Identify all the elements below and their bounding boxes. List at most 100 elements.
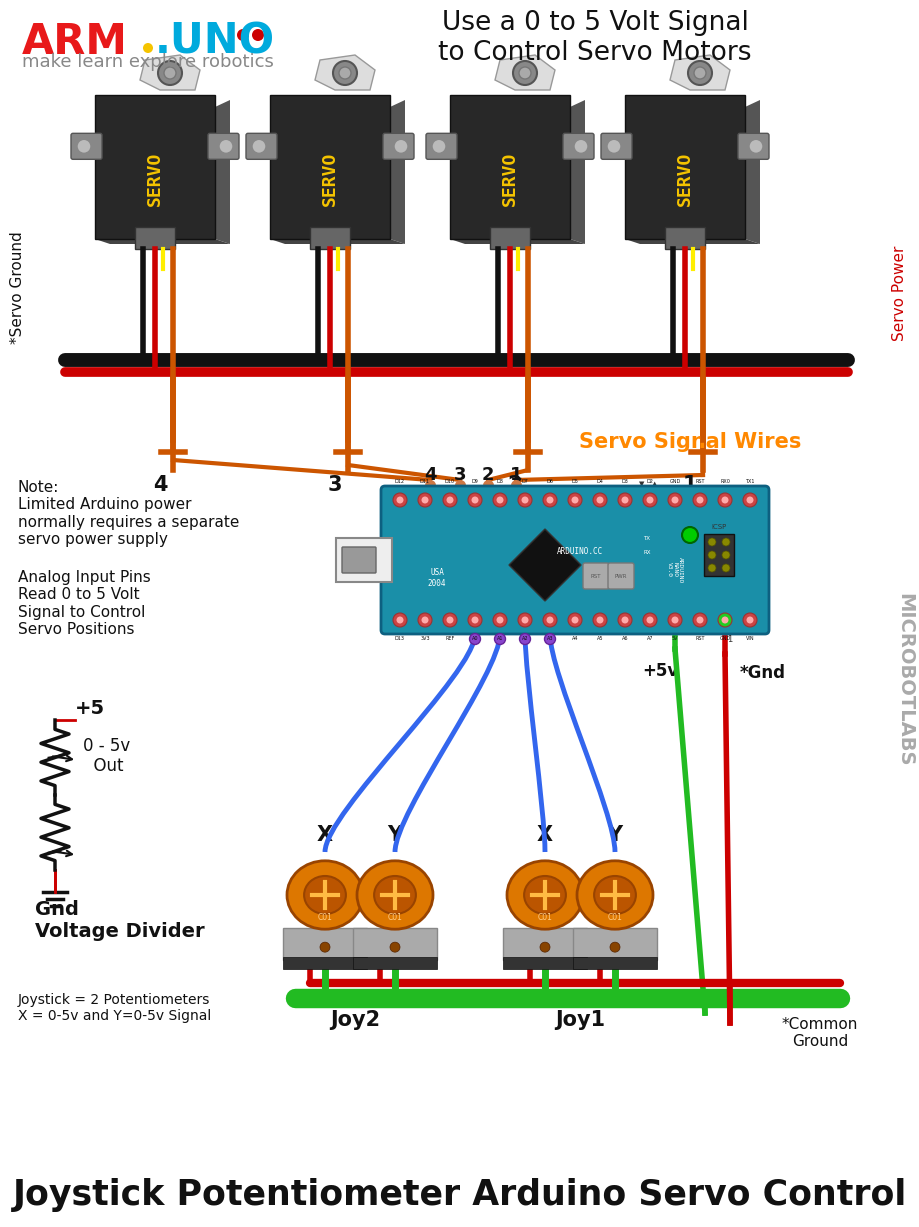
Polygon shape (95, 239, 230, 244)
Circle shape (621, 497, 628, 503)
Text: Note:
Limited Arduino power
normally requires a separate
servo power supply: Note: Limited Arduino power normally req… (18, 480, 239, 547)
Circle shape (596, 497, 603, 503)
Text: RX0: RX0 (720, 479, 729, 483)
Circle shape (164, 67, 176, 79)
Text: GND: GND (719, 636, 730, 640)
Circle shape (237, 29, 249, 40)
Circle shape (609, 942, 619, 952)
Text: ARDUINO
NANO
V3.0: ARDUINO NANO V3.0 (666, 557, 683, 583)
FancyBboxPatch shape (562, 134, 594, 160)
Text: 0 - 5v
  Out: 0 - 5v Out (83, 736, 130, 775)
Circle shape (743, 493, 756, 507)
Text: D12: D12 (394, 479, 404, 483)
Circle shape (687, 61, 711, 85)
Text: D8: D8 (496, 479, 503, 483)
Circle shape (571, 616, 578, 623)
Text: A4: A4 (571, 636, 578, 640)
Ellipse shape (304, 876, 346, 914)
Text: ARM: ARM (22, 21, 128, 63)
Text: A0: A0 (471, 636, 478, 640)
Circle shape (618, 614, 631, 627)
Text: 1: 1 (682, 475, 697, 494)
Circle shape (720, 497, 728, 503)
Text: Y: Y (607, 825, 622, 845)
Circle shape (443, 614, 457, 627)
Polygon shape (744, 99, 759, 244)
FancyBboxPatch shape (573, 957, 656, 969)
Text: 3: 3 (327, 475, 342, 494)
Circle shape (469, 633, 480, 644)
Circle shape (546, 497, 553, 503)
Text: D6: D6 (546, 479, 553, 483)
Circle shape (396, 616, 403, 623)
Circle shape (338, 67, 351, 79)
Circle shape (496, 497, 503, 503)
Circle shape (539, 942, 550, 952)
Text: Servo Power: Servo Power (891, 245, 906, 341)
Circle shape (446, 497, 453, 503)
Circle shape (567, 493, 582, 507)
Circle shape (596, 616, 603, 623)
Text: Joystick Potentiometer Arduino Servo Control: Joystick Potentiometer Arduino Servo Con… (13, 1178, 906, 1212)
Circle shape (708, 537, 715, 546)
Circle shape (743, 614, 756, 627)
Circle shape (717, 614, 732, 627)
FancyBboxPatch shape (95, 94, 215, 239)
FancyBboxPatch shape (71, 134, 102, 160)
Circle shape (518, 67, 530, 79)
Text: *Gnd: *Gnd (739, 664, 785, 682)
Text: SERVO: SERVO (675, 151, 693, 206)
FancyBboxPatch shape (208, 134, 239, 160)
Circle shape (671, 497, 678, 503)
Circle shape (142, 43, 153, 53)
Circle shape (642, 493, 656, 507)
Circle shape (471, 497, 478, 503)
Text: ARDUINO.CC: ARDUINO.CC (556, 547, 603, 557)
FancyBboxPatch shape (624, 94, 744, 239)
Text: D2: D2 (646, 479, 652, 483)
Circle shape (471, 616, 478, 623)
Circle shape (646, 497, 652, 503)
Circle shape (392, 493, 406, 507)
Text: X: X (537, 825, 552, 845)
Ellipse shape (576, 861, 652, 929)
FancyBboxPatch shape (703, 534, 733, 575)
Text: TX: TX (642, 535, 650, 541)
FancyBboxPatch shape (737, 134, 768, 160)
Text: Servo Signal Wires: Servo Signal Wires (578, 432, 800, 452)
Text: C01: C01 (387, 913, 402, 923)
Text: SERVO: SERVO (321, 151, 338, 206)
Text: ▲: ▲ (652, 481, 657, 487)
Text: RST: RST (695, 479, 704, 483)
Circle shape (417, 614, 432, 627)
Polygon shape (449, 239, 584, 244)
Polygon shape (390, 99, 404, 244)
Circle shape (421, 616, 428, 623)
Text: A7: A7 (646, 636, 652, 640)
Circle shape (396, 497, 403, 503)
Text: 2: 2 (482, 466, 494, 483)
Text: RX: RX (642, 550, 650, 555)
Circle shape (721, 551, 729, 560)
Polygon shape (215, 99, 230, 244)
Polygon shape (570, 99, 584, 244)
Circle shape (521, 497, 528, 503)
Polygon shape (669, 55, 729, 90)
Circle shape (542, 493, 556, 507)
Text: Analog Input Pins
Read 0 to 5 Volt
Signal to Control
Servo Positions: Analog Input Pins Read 0 to 5 Volt Signa… (18, 571, 151, 637)
Polygon shape (140, 55, 199, 90)
Circle shape (158, 61, 182, 85)
Ellipse shape (506, 861, 583, 929)
Text: C01: C01 (317, 913, 332, 923)
Text: A2: A2 (521, 636, 528, 640)
Circle shape (745, 497, 753, 503)
Circle shape (573, 140, 587, 153)
Circle shape (519, 633, 530, 644)
Circle shape (517, 614, 531, 627)
Text: A6: A6 (621, 636, 628, 640)
Text: X: X (316, 825, 333, 845)
Text: Y: Y (387, 825, 403, 845)
Text: 1: 1 (509, 466, 522, 483)
Text: D13: D13 (394, 636, 404, 640)
Circle shape (493, 493, 506, 507)
